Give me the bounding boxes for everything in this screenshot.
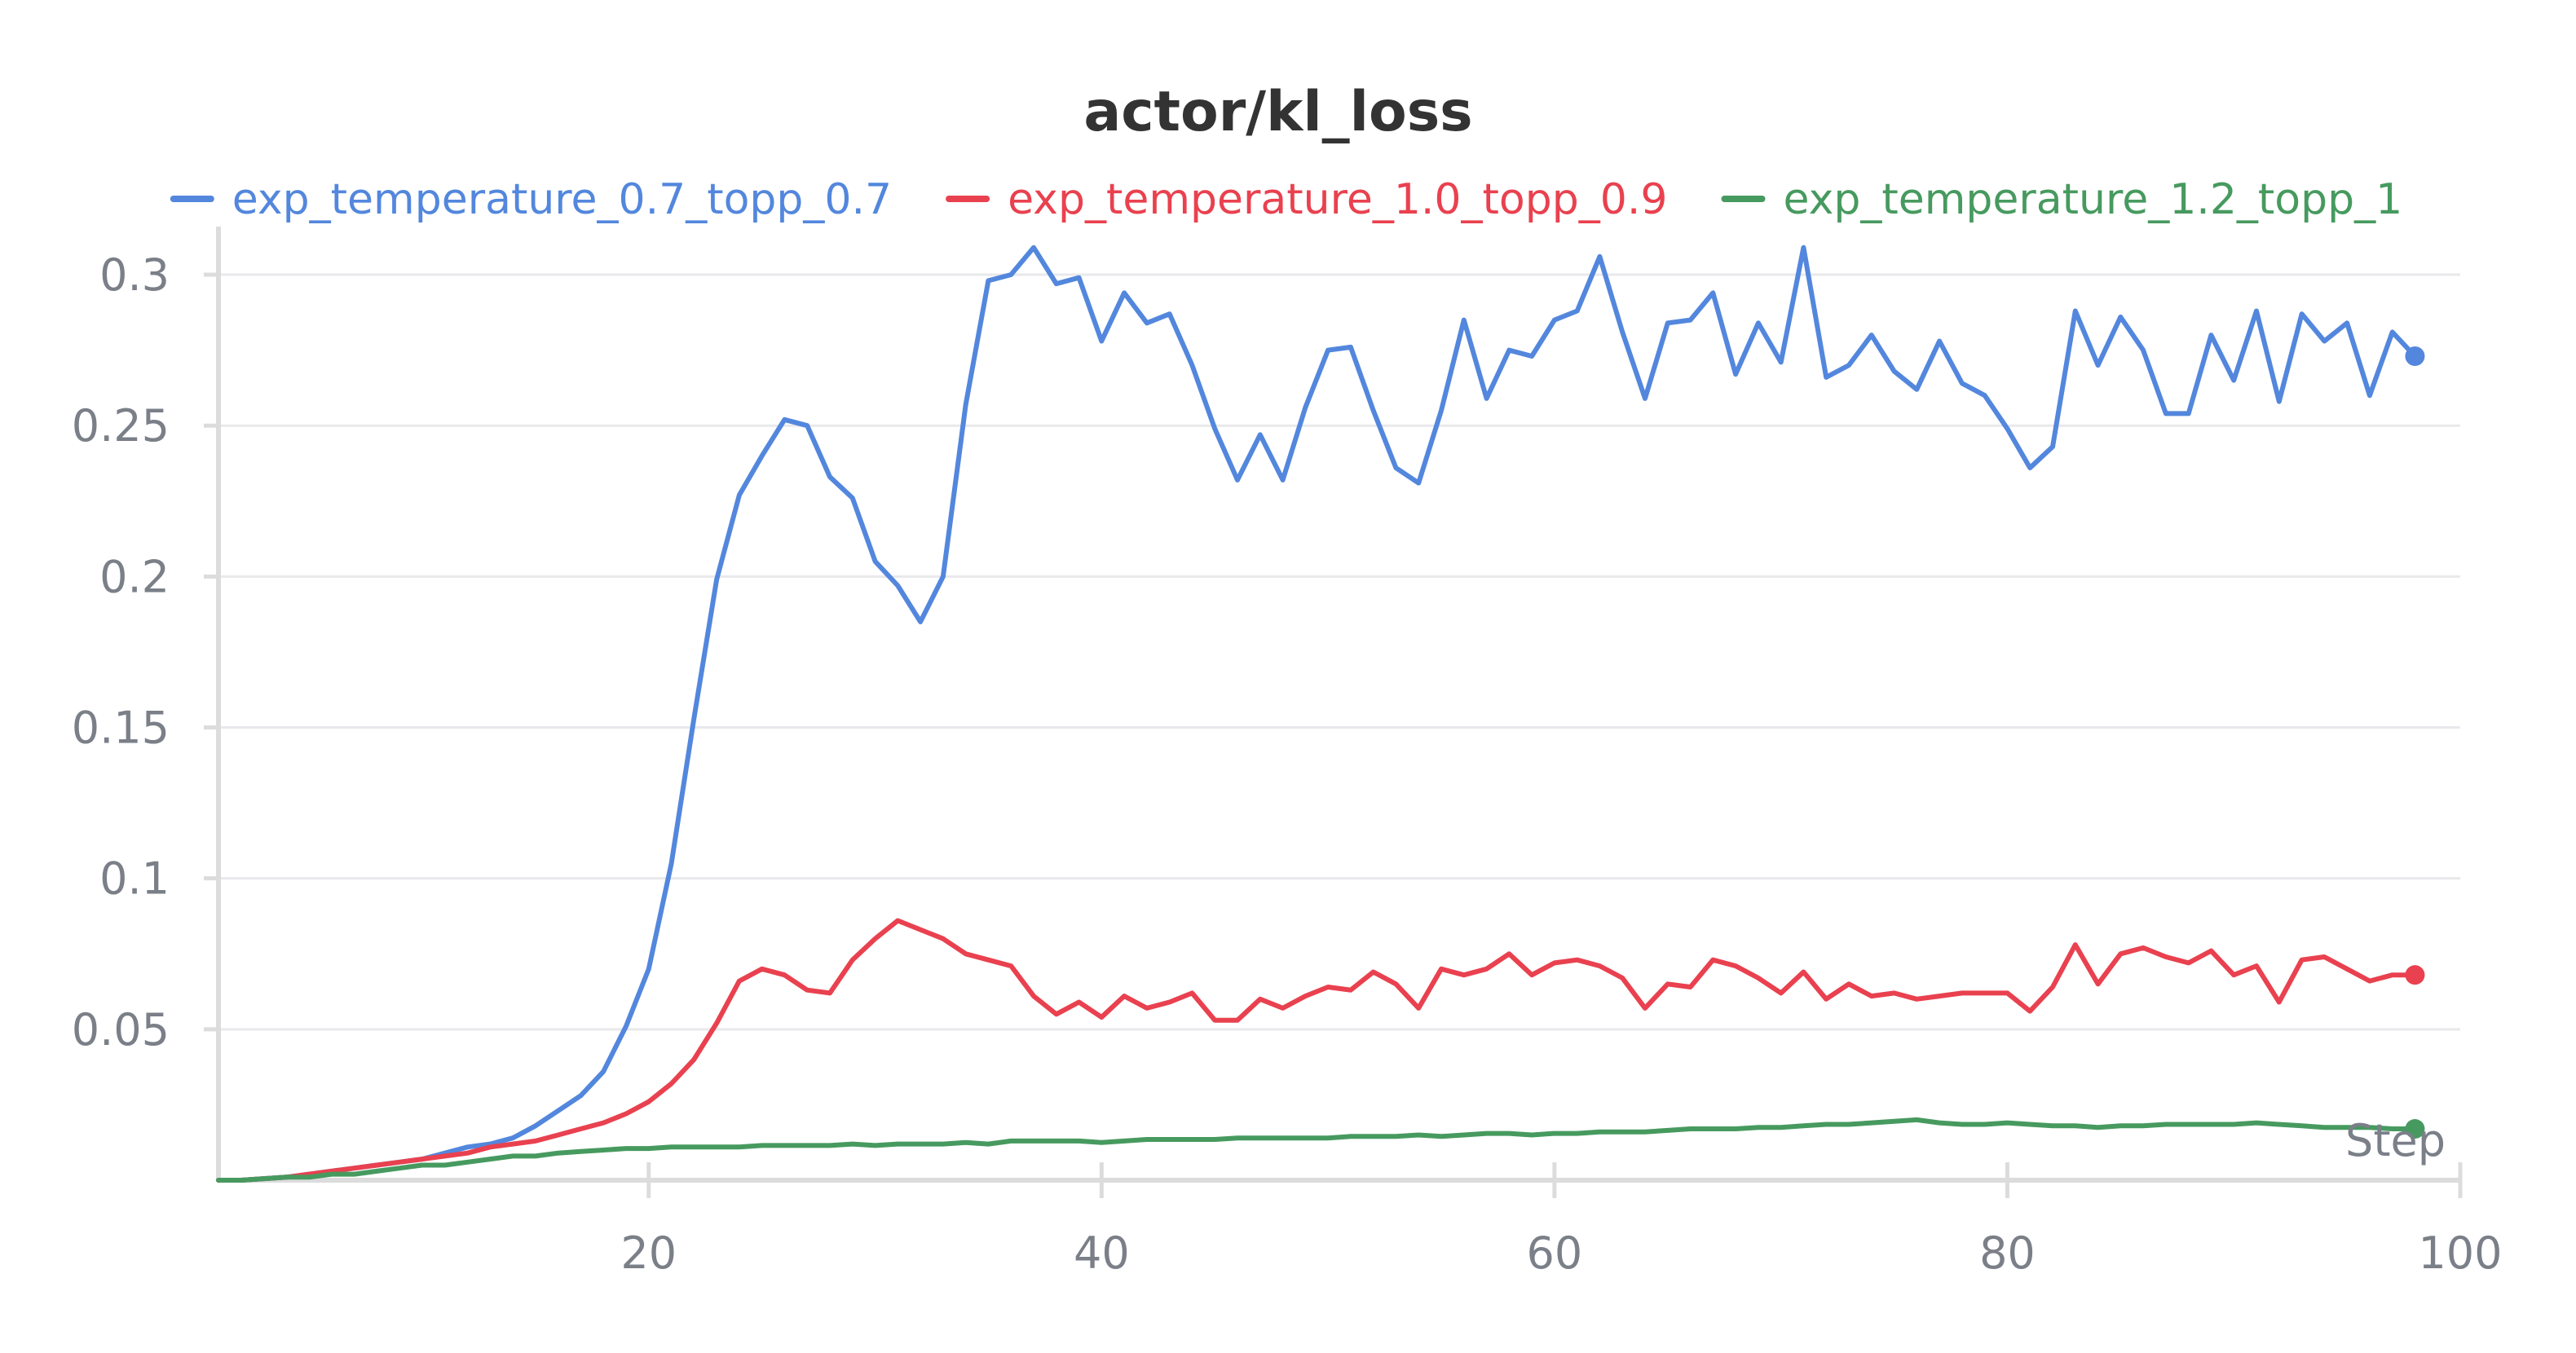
tick-labels: 0.05 0.1 0.15 0.2 0.25 0.3 20 40 60 80 100 bbox=[72, 249, 2503, 1279]
series-line-1 bbox=[216, 245, 2418, 1183]
legend-item-3[interactable]: exp_temperature_1.2_topp_1 bbox=[1721, 175, 2403, 224]
legend-label: exp_temperature_1.2_topp_1 bbox=[1784, 175, 2403, 224]
legend: exp_temperature_0.7_topp_0.7 exp_temperat… bbox=[170, 175, 2403, 224]
series-line-2 bbox=[216, 918, 2418, 1183]
series-end-marker-2 bbox=[2405, 965, 2425, 985]
y-tick-label: 0.2 bbox=[99, 551, 170, 602]
series-end-marker-3 bbox=[2405, 1119, 2425, 1139]
x-tick-label: 80 bbox=[1979, 1227, 2036, 1279]
y-tick-label: 0.15 bbox=[72, 703, 170, 754]
series-line-3 bbox=[216, 1117, 2418, 1183]
y-tick-label: 0.3 bbox=[99, 249, 170, 301]
x-tick-label: 100 bbox=[2418, 1227, 2502, 1279]
y-tick-label: 0.05 bbox=[72, 1004, 170, 1056]
x-tick-label: 60 bbox=[1527, 1227, 1583, 1279]
x-axis-label: Step bbox=[2345, 1115, 2446, 1166]
gridlines bbox=[218, 273, 2460, 1031]
legend-item-1[interactable]: exp_temperature_0.7_topp_0.7 bbox=[170, 175, 892, 224]
legend-item-2[interactable]: exp_temperature_1.0_topp_0.9 bbox=[946, 175, 1667, 224]
x-tick-label: 20 bbox=[620, 1227, 677, 1279]
y-tick-label: 0.1 bbox=[99, 853, 170, 905]
chart-title: actor/kl_loss bbox=[1083, 80, 1472, 144]
x-tick-label: 40 bbox=[1074, 1227, 1130, 1279]
axes bbox=[204, 227, 2463, 1198]
series-end-marker-1 bbox=[2405, 346, 2425, 367]
y-tick-label: 0.25 bbox=[72, 400, 170, 452]
legend-label: exp_temperature_1.0_topp_0.9 bbox=[1008, 175, 1667, 224]
series-group bbox=[216, 245, 2425, 1183]
legend-label: exp_temperature_0.7_topp_0.7 bbox=[232, 175, 892, 224]
